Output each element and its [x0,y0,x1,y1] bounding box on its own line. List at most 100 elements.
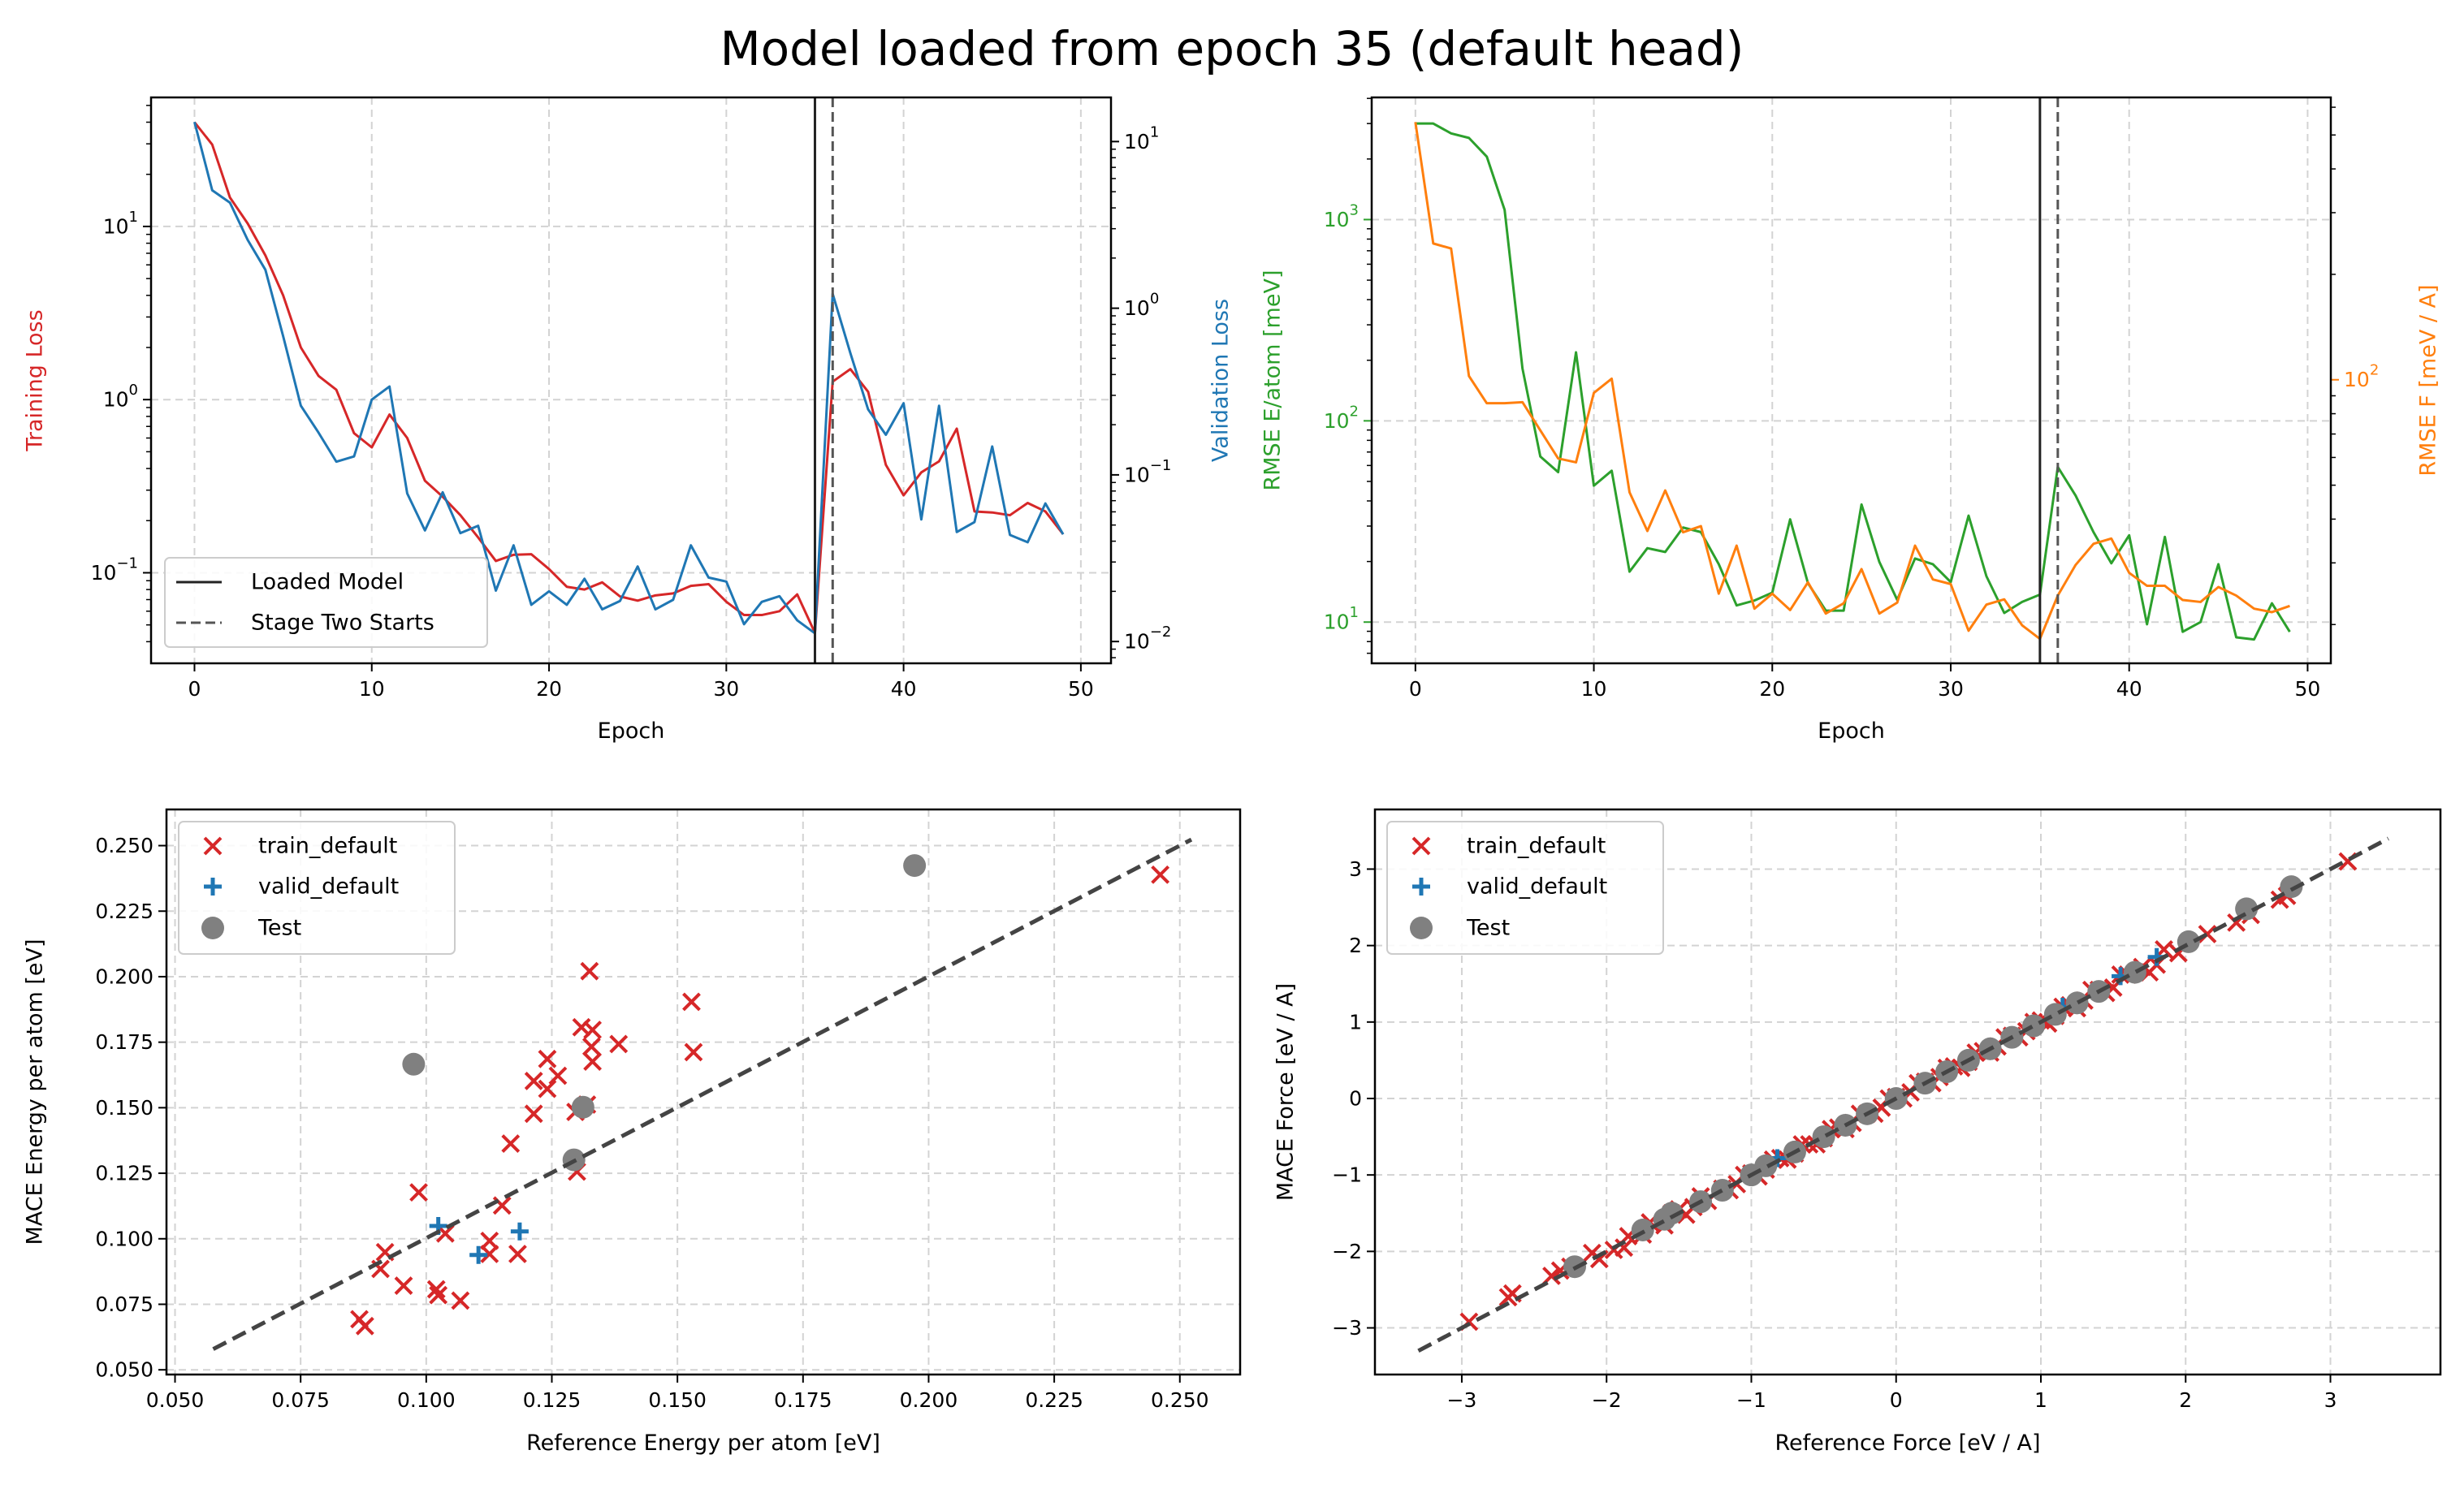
right-series-line [1414,122,2290,641]
test-point [571,1095,594,1119]
legend-x-marker-icon [1411,836,1431,856]
legend-plus-marker-icon [204,878,222,896]
legend: train_default valid_default Test [1386,821,1664,955]
x-tick-label: 40 [2116,677,2142,701]
y-tick-label: −2 [1332,1240,1362,1263]
x-tick-label: 10 [359,677,385,701]
y-right-tick-label: 10−1 [1124,456,1171,486]
train-point [429,1285,448,1305]
axes-frame [149,96,1113,665]
x-tick-label: 0.150 [648,1388,707,1412]
train-point [1615,1238,1634,1258]
x-tick-label: 2 [2179,1388,2192,1412]
x-axis-label: Reference Force [eV / A] [1775,1431,2040,1456]
test-point [903,854,927,878]
y-tick-label: 0.200 [95,965,153,988]
train-point [501,1134,521,1154]
y-tick-label: 0.100 [95,1227,153,1250]
legend-box [178,821,456,955]
test-point [2022,1014,2046,1038]
test-point [2280,875,2303,899]
subplot-1: 0 10 20 30 40 50 10−1 100 101 10−2 10−1 100 101 Epoch… [23,96,1234,744]
train-point [583,1052,603,1071]
train-point [409,1183,428,1202]
x-tick-label: 30 [713,677,739,701]
x-tick-label: −3 [1447,1388,1477,1412]
legend-label: train_default [258,834,397,859]
valid-point [510,1222,529,1241]
train-point [580,961,599,981]
train-point [426,1280,446,1299]
legend-circle-marker-icon [1410,917,1433,939]
y-tick-label: 0.175 [95,1030,153,1054]
train-point [548,1066,568,1085]
y-tick-label: 1 [1349,1010,1362,1034]
legend-circle-marker-icon [201,917,224,939]
y-axis-label: MACE Energy per atom [eV] [23,939,48,1245]
train-point [609,1034,629,1054]
x-axis-label: Reference Energy per atom [eV] [526,1431,880,1456]
x-tick-label: 0.125 [523,1388,581,1412]
test-point [1710,1179,1734,1202]
train-point [684,1042,703,1062]
y-tick-label: 2 [1349,934,1362,957]
train-point [508,1245,527,1263]
x-tick-label: 10 [1581,677,1607,701]
test-point [1812,1125,1835,1149]
axes-frame [1370,96,2332,665]
legend-label: Stage Two Starts [251,611,434,636]
parity-line [212,837,1193,1351]
y-tick-label: 100 [103,382,138,412]
legend: Loaded Model Stage Two Starts [164,557,488,648]
y-tick-label: 3 [1349,857,1362,881]
y-tick-label: 101 [1324,604,1359,634]
subplot-3: 0.050 0.075 0.100 0.125 0.150 0.175 0.200 0.225… [23,808,1242,1456]
legend-label: Test [257,916,301,941]
legend-label: Loaded Model [251,570,404,595]
y-right-axis-label: Validation Loss [1208,299,1234,462]
axes-frame [165,808,1242,1376]
train-point [480,1245,499,1263]
train-point [1151,865,1170,884]
x-tick-label: 0.200 [900,1388,958,1412]
x-tick-label: 50 [2295,677,2321,701]
x-tick-label: 0 [188,677,201,701]
train-point [524,1072,543,1090]
x-tick-label: 30 [1938,677,1964,701]
train-point [682,992,701,1012]
train-point [538,1049,557,1068]
y-right-axis-label: RMSE F [meV / A] [2416,284,2441,476]
train-point [394,1276,413,1295]
y-tick-label: 0.250 [95,834,153,857]
y-right-tick-label: 101 [1124,123,1159,153]
legend-plus-marker-icon [1412,878,1430,896]
y-tick-label: 0.075 [95,1293,153,1316]
legend-x-marker-icon [203,836,223,856]
x-tick-label: 3 [2324,1388,2337,1412]
x-axis-label: Epoch [1818,719,1885,744]
train-point [2198,925,2217,943]
y-tick-label: 0.150 [95,1096,153,1120]
left-series-line [193,121,1065,634]
x-tick-label: 0.225 [1025,1388,1083,1412]
test-point [2065,991,2089,1015]
x-tick-label: 0.050 [146,1388,205,1412]
valid-point [469,1245,488,1264]
x-tick-label: −2 [1592,1388,1622,1412]
y-axis-label: Training Loss [23,309,48,451]
test-point [402,1052,426,1076]
y-tick-label: 10−1 [91,555,138,585]
test-point [2123,960,2146,984]
x-tick-label: 0.175 [774,1388,832,1412]
train-point [581,1037,601,1056]
train-point [538,1079,557,1098]
subplot-4: −3 −2 −1 0 1 2 3 −3 −2 −1 0 1 2 3 Reference Force [eV … [1273,808,2442,1456]
train-point [572,1017,591,1037]
train-point [451,1291,470,1310]
y-right-tick-label: 102 [2344,361,2379,391]
y-tick-label: −3 [1332,1316,1362,1340]
axes-frame [1373,808,2442,1376]
x-tick-label: 20 [536,677,562,701]
legend-box [164,557,488,648]
legend-box [1386,821,1664,955]
